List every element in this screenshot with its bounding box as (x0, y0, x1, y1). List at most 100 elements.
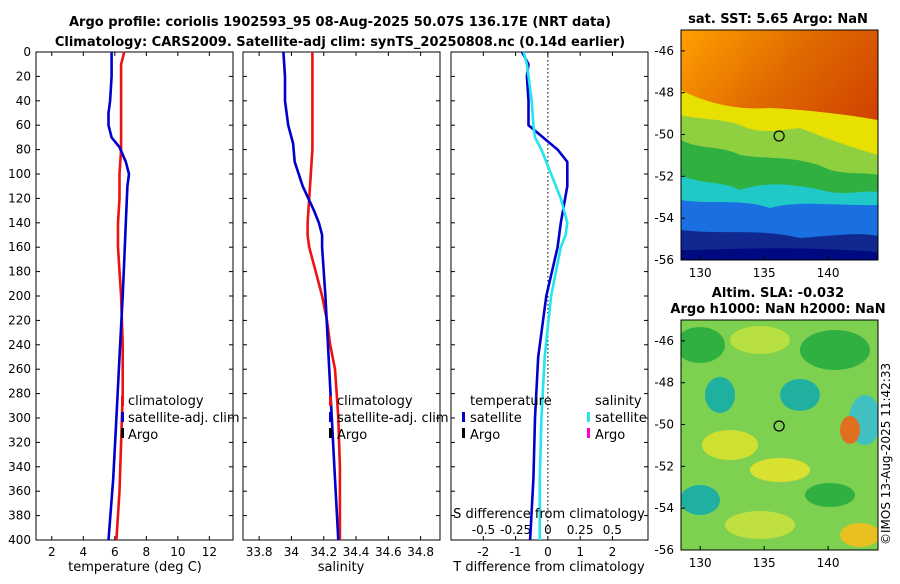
depth-tick-label: 60 (16, 118, 31, 132)
salinity-panel-frame (242, 51, 441, 541)
lat-tick-label: -52 (654, 459, 674, 473)
depth-tick-label: 220 (8, 313, 31, 327)
legend-satellite: satellite-adj. clim (128, 411, 240, 426)
legend-climatology: climatology (337, 394, 413, 409)
depth-tick-label: 260 (8, 362, 31, 376)
temperature-series (107, 51, 131, 541)
legend-temp-argo: Argo (470, 428, 500, 443)
sla-map-subtitle: Argo h1000: NaN h2000: NaN (670, 302, 885, 317)
depth-tick-label: 300 (8, 411, 31, 425)
depth-axis: 0 20 40 60 80 100 120 140 160 180 200 220 240 260 280 3… (8, 45, 648, 547)
depth-tick-label: 280 (8, 387, 31, 401)
legend-swatch-sal-satellite (587, 412, 590, 422)
series-line-salinity-satellite (522, 51, 569, 540)
sst-argo-location-marker (773, 130, 785, 142)
difference-panel-frame (450, 51, 649, 541)
temperature-xlabel: temperature (deg C) (68, 560, 202, 575)
x-tick-label: 34.2 (310, 545, 337, 559)
salinity-legend: climatology satellite-adj. clim Argo (329, 394, 449, 443)
series-line-climatology (306, 52, 342, 540)
legend-temp-satellite: satellite (470, 411, 522, 426)
sst-map (681, 30, 878, 260)
depth-tick-label: 400 (8, 533, 31, 547)
legend-swatch-satellite (329, 412, 332, 422)
difference-legend: temperature satellite Argo salinity sate… (462, 394, 647, 443)
lat-tick-label: -48 (654, 376, 674, 390)
x-tick-label: 1 (576, 545, 584, 559)
top-x-tick-label: 0.25 (567, 523, 594, 537)
temperature-axis: 2 4 6 8 10 12 (48, 52, 217, 559)
top-x-tick-label: -0.25 (500, 523, 531, 537)
depth-tick-label: 40 (16, 94, 31, 108)
legend-climatology: climatology (128, 394, 204, 409)
x-tick-label: -2 (477, 545, 489, 559)
lat-tick-label: -54 (654, 501, 674, 515)
depth-tick-label: 200 (8, 289, 31, 303)
x-tick-label: 12 (202, 545, 217, 559)
lat-tick-label: -56 (654, 253, 674, 267)
difference-xlabel: T difference from climatology (452, 560, 645, 575)
lat-tick-label: -46 (654, 44, 674, 58)
x-tick-label: 4 (79, 545, 87, 559)
sla-argo-location-marker (773, 420, 785, 432)
lat-tick-label: -46 (654, 334, 674, 348)
salinity-axis: 33.8 34 34.2 34.4 34.6 34.8 (246, 52, 434, 559)
series-line-climatology (115, 51, 126, 541)
sla-map-title: Altim. SLA: -0.032 (712, 286, 844, 301)
lat-tick-label: -56 (654, 543, 674, 557)
sst-lon-axis: 130 135 140 (689, 256, 840, 280)
series-line-satellite-adj-clim (107, 52, 131, 541)
legend-swatch-argo (121, 428, 124, 438)
x-tick-label: 10 (170, 545, 185, 559)
legend-swatch-temp-satellite (462, 412, 465, 422)
series-line-satellite-adj-clim (282, 51, 340, 541)
x-tick-label: 0 (544, 545, 552, 559)
depth-tick-label: 360 (8, 484, 31, 498)
x-tick-label: 34.8 (407, 545, 434, 559)
x-tick-label: 34.4 (343, 545, 370, 559)
x-tick-label: 6 (111, 545, 119, 559)
depth-tick-label: 0 (23, 45, 31, 59)
lat-tick-label: -54 (654, 211, 674, 225)
sla-map-frame (680, 319, 879, 551)
x-tick-label: 2 (609, 545, 617, 559)
salinity-xlabel: salinity (318, 560, 365, 575)
depth-tick-label: 320 (8, 435, 31, 449)
sst-lat-axis: -46 -48 -50 -52 -54 -56 (654, 44, 685, 267)
series-line-temperature-satellite (520, 51, 569, 541)
temperature-panel-frame (35, 51, 234, 541)
lon-tick-label: 135 (753, 556, 776, 570)
depth-tick-label: 160 (8, 240, 31, 254)
depth-tick-label: 180 (8, 265, 31, 279)
x-tick-label: -1 (510, 545, 522, 559)
title-line-2: Climatology: CARS2009. Satellite-adj cli… (55, 35, 625, 50)
legend-salinity-title: salinity (595, 394, 642, 409)
x-tick-label: 34 (284, 545, 299, 559)
legend-swatch-sal-argo (587, 428, 590, 438)
depth-tick-label: 140 (8, 216, 31, 230)
x-tick-label: 8 (142, 545, 150, 559)
difference-series (520, 51, 569, 541)
difference-axis: -2 -1 0 1 2 -0.5 -0.25 0 0.25 0.5 (472, 52, 622, 559)
legend-sal-argo: Argo (595, 428, 625, 443)
lat-tick-label: -50 (654, 418, 674, 432)
sla-lat-axis: -46 -48 -50 -52 -54 -56 (654, 334, 685, 557)
lon-tick-label: 135 (753, 266, 776, 280)
lon-tick-label: 130 (689, 266, 712, 280)
lon-tick-label: 140 (817, 266, 840, 280)
x-tick-label: 34.6 (375, 545, 402, 559)
legend-argo: Argo (128, 428, 158, 443)
depth-tick-label: 120 (8, 191, 31, 205)
legend-sal-satellite: satellite (595, 411, 647, 426)
difference-top-xlabel: S difference from climatology (453, 507, 645, 522)
imos-credit: ©IMOS 13-Aug-2025 11:42:33 (879, 363, 893, 545)
legend-swatch-climatology (329, 396, 332, 406)
top-x-tick-label: 0.5 (603, 523, 622, 537)
legend-swatch-satellite (121, 412, 124, 422)
x-tick-label: 2 (48, 545, 56, 559)
sla-lon-axis: 130 135 140 (689, 546, 840, 570)
lon-tick-label: 140 (817, 556, 840, 570)
top-x-tick-label: -0.5 (472, 523, 495, 537)
x-tick-label: 33.8 (246, 545, 273, 559)
depth-tick-label: 20 (16, 69, 31, 83)
